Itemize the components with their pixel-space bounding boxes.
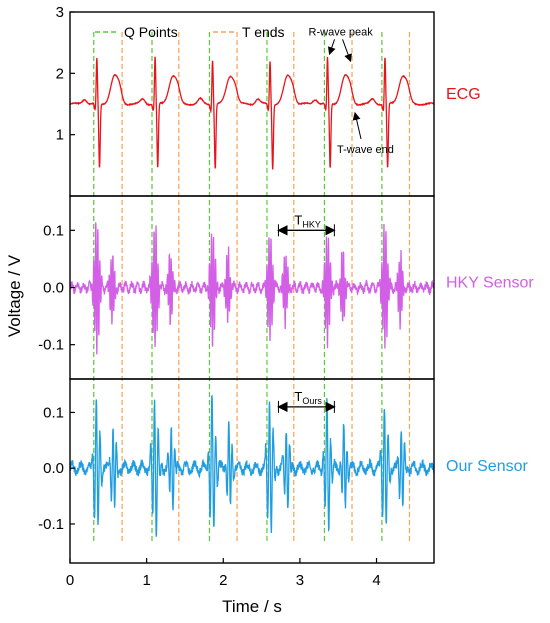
- legend-t-label: T ends: [242, 24, 285, 40]
- interval-label-subscript: Ours: [302, 396, 322, 406]
- y-tick-label: 1: [56, 127, 64, 144]
- annotation-arrow: [342, 39, 352, 63]
- series-layer: [70, 56, 434, 537]
- x-tick-label: 1: [142, 572, 150, 589]
- y-tick-label: 0.0: [43, 460, 64, 477]
- annotation-arrow: [327, 39, 336, 56]
- panel-frame: [69, 378, 435, 564]
- interval-label: THKY: [294, 212, 320, 229]
- x-tick-label: 3: [296, 572, 304, 589]
- x-axis-title: Time / s: [222, 597, 282, 616]
- annotations: R-wave peak T-wave end THKY TOurs: [277, 26, 394, 413]
- y-tick-label: 0.0: [43, 280, 64, 297]
- interval-label: TOurs: [294, 389, 322, 406]
- y-tick-label: 2: [56, 65, 64, 82]
- annotation-arrow: [352, 111, 362, 140]
- y-tick-label: -0.1: [38, 337, 64, 354]
- series-our-sensor: [70, 394, 434, 537]
- y-axis-title: Voltage / V: [5, 254, 24, 337]
- annotation-r-wave-peak: R-wave peak: [309, 26, 374, 38]
- series-ecg: [70, 56, 434, 170]
- x-tick-label: 4: [372, 572, 380, 589]
- y-tick-label: 0.1: [43, 404, 64, 421]
- series-hky-sensor: [70, 222, 434, 355]
- ticks-layer: 0 1 2 3 4 1 2 3 ECG 0.1 0.0 -0.1 HKY Sensor 0.1 0.0 -0.…: [38, 4, 534, 589]
- y-tick-label: 0.1: [43, 222, 64, 239]
- panel-label: Our Sensor: [446, 458, 528, 475]
- legend: Q Points T ends: [95, 24, 285, 40]
- x-tick-label: 0: [66, 572, 74, 589]
- y-tick-label: -0.1: [38, 516, 64, 533]
- interval-label-subscript: HKY: [302, 219, 321, 229]
- legend-q-label: Q Points: [124, 24, 178, 40]
- panel-label: HKY Sensor: [446, 275, 534, 292]
- panel-label: ECG: [446, 86, 481, 103]
- x-tick-label: 2: [219, 572, 227, 589]
- annotation-t-wave-end: T-wave end: [337, 144, 394, 156]
- y-tick-label: 3: [56, 4, 64, 21]
